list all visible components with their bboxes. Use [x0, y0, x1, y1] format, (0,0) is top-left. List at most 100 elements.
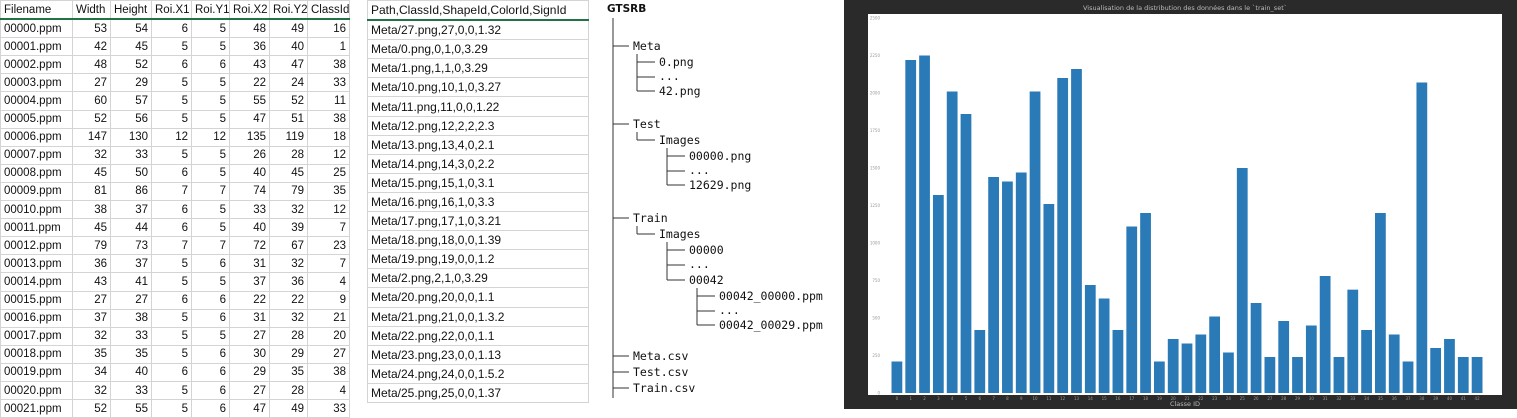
table-cell: Meta/19.png,19,0,0,1.2: [367, 249, 589, 270]
x-tick-label: 19: [1157, 396, 1163, 401]
table-row: 00020.ppm 32 33 5 6 27 28 4: [0, 380, 350, 401]
table-cell: 5: [191, 326, 230, 346]
bar-class-41: [1457, 357, 1469, 393]
table-cell: 00012.ppm: [0, 236, 73, 256]
table-cell: 38: [307, 109, 350, 129]
table-cell: 36: [269, 272, 308, 292]
table-cell: 79: [72, 236, 111, 256]
train-csv-column-header: Roi.X2: [229, 0, 270, 21]
table-cell: 48: [72, 55, 111, 75]
train-csv-header-row: Filename Width Height Roi.X1 Roi.Y1 Roi.X2 Roi…: [0, 0, 350, 21]
tree-meta-last: 42.png: [659, 84, 701, 98]
table-cell: Meta/23.png,23,0,0,1.13: [367, 344, 589, 365]
meta-csv-table: Path,ClassId,ShapeId,ColorId,SignId Meta…: [367, 0, 589, 403]
table-cell: 7: [151, 236, 192, 256]
table-cell: 6: [151, 362, 192, 382]
table-cell: Meta/11.png,11,0,0,1.22: [367, 96, 589, 117]
bar-class-21: [1181, 343, 1193, 393]
table-cell: 23: [307, 236, 350, 256]
bar-class-10: [1029, 91, 1041, 393]
bar-class-2: [919, 55, 930, 393]
table-cell: Meta/24.png,24,0,0,1.5.2: [367, 363, 589, 384]
table-cell: 56: [110, 109, 152, 129]
table-cell: 00018.ppm: [0, 344, 73, 364]
tree-test-images: Images: [659, 133, 701, 147]
train-csv-column-header: Width: [72, 0, 111, 21]
x-tick-label: 5: [965, 396, 968, 401]
x-tick-label: 18: [1143, 396, 1149, 401]
table-cell: Meta/2.png,2,1,0,3.29: [367, 268, 589, 289]
table-cell: 130: [110, 127, 152, 147]
table-cell: 6: [191, 254, 230, 274]
table-cell: 4: [307, 272, 350, 292]
table-cell: 119: [269, 127, 308, 147]
table-cell: 32: [269, 200, 308, 220]
bar-class-5: [960, 114, 972, 393]
train-csv-column-header: Filename: [0, 0, 73, 21]
bar-class-38: [1416, 82, 1428, 393]
table-cell: 43: [72, 272, 111, 292]
table-cell: 73: [110, 236, 152, 256]
bar-class-34: [1361, 330, 1372, 393]
table-cell: 5: [191, 218, 230, 238]
table-row: Meta/2.png,2,1,0,3.29: [367, 268, 589, 289]
table-cell: 6: [151, 18, 192, 39]
table-cell: 12: [151, 127, 192, 147]
table-row: Meta/12.png,12,2,2,2.3: [367, 115, 589, 136]
table-row: Meta/13.png,13,4,0,2.1: [367, 134, 589, 155]
table-cell: 00009.ppm: [0, 181, 73, 202]
table-cell: 37: [229, 272, 270, 292]
bar-class-6: [974, 330, 986, 393]
table-cell: Meta/12.png,12,2,2,2.3: [367, 115, 589, 136]
table-row: 00017.ppm 32 33 5 5 27 28 20: [0, 326, 350, 346]
table-cell: 00010.ppm: [0, 200, 73, 220]
x-tick-label: 4: [951, 396, 954, 401]
bar-class-25: [1236, 168, 1248, 393]
table-cell: 135: [229, 127, 270, 147]
table-cell: 45: [72, 163, 111, 183]
table-row: 00006.ppm 147 130 12 12 135 119 18: [0, 127, 350, 147]
table-cell: 00008.ppm: [0, 163, 73, 183]
table-cell: 147: [72, 127, 111, 147]
table-row: 00019.ppm 34 40 6 6 29 35 38: [0, 362, 350, 382]
y-tick-label: 1750: [870, 128, 881, 133]
x-tick-label: 15: [1102, 396, 1108, 401]
table-cell: Meta/27.png,27,0,0,1.32: [367, 19, 589, 41]
table-cell: 21: [307, 308, 350, 328]
chart-x-label: Classe ID: [1170, 400, 1200, 408]
bar-class-24: [1223, 352, 1234, 393]
y-tick-label: 250: [872, 353, 880, 358]
table-cell: 7: [307, 218, 350, 238]
table-row: 00010.ppm 38 37 6 5 33 32 12: [0, 200, 350, 220]
plot-area: [868, 14, 1502, 395]
table-cell: 86: [110, 181, 152, 202]
x-tick-label: 39: [1433, 396, 1439, 401]
table-cell: 20: [307, 326, 350, 346]
table-cell: 5: [151, 91, 192, 111]
table-cell: 00000.ppm: [0, 18, 73, 39]
table-row: Meta/10.png,10,1,0,3.27: [367, 77, 589, 98]
x-tick-label: 21: [1184, 396, 1190, 401]
tree-meta-csv: Meta.csv: [633, 349, 688, 363]
table-cell: 67: [269, 236, 308, 256]
bar-class-33: [1347, 289, 1359, 393]
table-cell: 11: [307, 91, 350, 111]
table-cell: Meta/18.png,18,0,0,1.39: [367, 230, 589, 251]
x-tick-label: 28: [1281, 396, 1287, 401]
table-cell: 39: [269, 218, 308, 238]
table-cell: 5: [191, 73, 230, 93]
table-cell: 60: [72, 91, 111, 111]
y-tick-label: 2250: [870, 53, 881, 58]
table-cell: 32: [269, 308, 308, 328]
tree-test-last: 12629.png: [689, 178, 751, 192]
x-tick-label: 7: [992, 396, 995, 401]
directory-tree: GTSRB Meta 0.png ... 42.png Test Images …: [607, 3, 823, 398]
bar-class-23: [1209, 316, 1221, 393]
table-cell: 27: [110, 290, 152, 310]
bar-class-12: [1057, 78, 1069, 393]
table-cell: 32: [72, 380, 111, 401]
table-cell: 35: [307, 181, 350, 202]
x-tick-label: 9: [1020, 396, 1023, 401]
x-tick-label: 10: [1033, 396, 1039, 401]
table-cell: 27: [229, 326, 270, 346]
